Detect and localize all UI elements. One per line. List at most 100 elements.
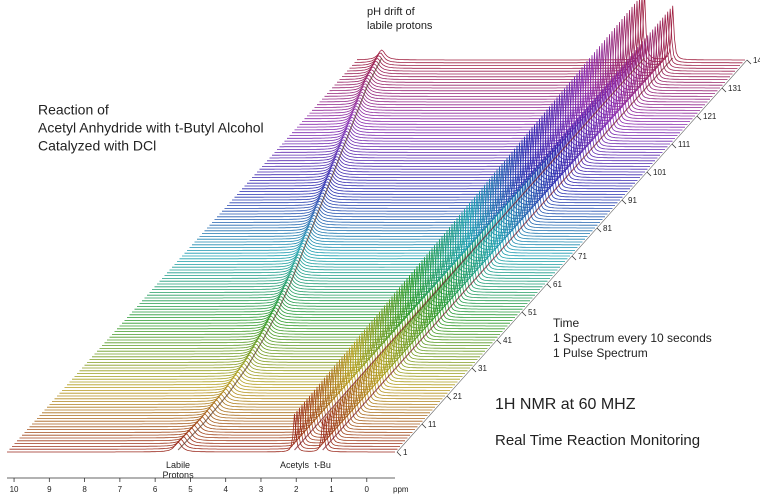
spectrum-trace bbox=[264, 103, 653, 164]
spectrum-trace bbox=[99, 302, 488, 349]
z-tick-label: 71 bbox=[578, 252, 587, 261]
spectrum-trace bbox=[127, 269, 515, 318]
z-tick-label: 141 bbox=[753, 56, 760, 65]
x-tick-label: 2 bbox=[294, 485, 299, 494]
x-tick-label: 3 bbox=[259, 485, 264, 494]
spectrum-trace bbox=[137, 257, 525, 307]
x-tick-label: 5 bbox=[188, 485, 193, 494]
spectrum-trace bbox=[142, 251, 530, 302]
spectrum-trace bbox=[227, 148, 615, 206]
spectrum-trace bbox=[347, 3, 735, 72]
spectrum-trace bbox=[57, 353, 445, 397]
traces bbox=[7, 0, 745, 453]
spectrum-trace bbox=[349, 0, 738, 69]
z-tick-label: 111 bbox=[678, 140, 691, 149]
spectrum-trace bbox=[277, 88, 665, 150]
spectrum-trace bbox=[262, 106, 650, 167]
spectrum-trace bbox=[184, 199, 573, 254]
spectrum-trace bbox=[357, 0, 745, 61]
x-tick-label: 1 bbox=[329, 485, 334, 494]
spectrum-trace bbox=[327, 27, 715, 94]
z-tick-label: 131 bbox=[728, 84, 742, 93]
spectrum-trace bbox=[109, 290, 498, 338]
spectrum-trace bbox=[54, 356, 443, 400]
spectrum-trace bbox=[87, 317, 475, 363]
spectrum-trace bbox=[331, 21, 720, 89]
spectrum-trace bbox=[107, 293, 495, 341]
spectrum-trace bbox=[257, 112, 645, 173]
spectrum-trace bbox=[297, 64, 685, 128]
x-tick-label: 8 bbox=[82, 485, 87, 494]
x-tick-label: 7 bbox=[118, 485, 123, 494]
spectrum-trace bbox=[164, 223, 553, 276]
spectrum-trace bbox=[259, 109, 648, 170]
spectrum-trace bbox=[204, 175, 593, 232]
spectrum-trace bbox=[217, 160, 605, 218]
spectrum-trace bbox=[209, 169, 598, 226]
spectrum-trace bbox=[129, 266, 518, 316]
z-tick bbox=[696, 115, 702, 121]
spectrum-trace bbox=[24, 392, 413, 433]
peak-label: Labile Protons bbox=[162, 460, 194, 480]
spectrum-trace bbox=[124, 272, 513, 321]
spectrum-trace bbox=[92, 311, 480, 358]
spectrum-trace bbox=[134, 260, 523, 310]
spectrum-trace bbox=[147, 245, 535, 296]
chart-title: Acetyl Anhydride with t-Butyl Alcohol bbox=[38, 120, 264, 136]
z-tick bbox=[471, 367, 477, 373]
spectrum-trace bbox=[37, 377, 425, 419]
spectrum-trace bbox=[312, 46, 700, 111]
spectrum-trace bbox=[167, 220, 555, 274]
spectrum-trace bbox=[307, 52, 695, 117]
spectrum-trace bbox=[64, 344, 453, 388]
spectrum-trace bbox=[112, 287, 500, 335]
spectrum-trace bbox=[122, 275, 510, 324]
z-tick-label: 31 bbox=[478, 364, 487, 373]
z-tick bbox=[521, 311, 527, 317]
z-tick bbox=[621, 199, 627, 205]
z-tick bbox=[646, 171, 652, 177]
peak-label: t-Bu bbox=[314, 460, 331, 470]
spectrum-trace bbox=[254, 115, 643, 176]
z-tick-label: 51 bbox=[528, 308, 537, 317]
x-axis-label: ppm bbox=[393, 485, 409, 494]
spectrum-trace bbox=[177, 208, 565, 262]
spectrum-trace bbox=[47, 365, 435, 408]
spectrum-trace bbox=[237, 136, 625, 195]
annotation: pH drift of bbox=[367, 6, 416, 18]
spectrum-trace bbox=[212, 166, 600, 223]
spectrum-trace bbox=[69, 338, 458, 383]
z-tick-label: 11 bbox=[428, 420, 437, 429]
spectrum-trace bbox=[9, 410, 398, 450]
spectrum-trace bbox=[182, 202, 570, 257]
x-tick-label: 0 bbox=[365, 485, 370, 494]
z-tick bbox=[421, 423, 427, 429]
z-tick bbox=[671, 143, 677, 149]
spectrum-trace bbox=[351, 0, 740, 66]
spectrum-trace bbox=[42, 371, 430, 414]
spectrum-trace bbox=[294, 67, 683, 131]
spectrum-trace bbox=[244, 127, 633, 187]
spectrum-trace bbox=[282, 82, 670, 145]
spectrum-trace bbox=[234, 139, 623, 198]
spectrum-trace bbox=[187, 196, 575, 251]
spectrum-trace bbox=[14, 404, 403, 444]
spectrum-trace bbox=[324, 31, 713, 97]
spectrum-trace bbox=[149, 242, 538, 293]
peak-ridge bbox=[294, 57, 645, 451]
z-tick bbox=[396, 451, 402, 457]
spectrum-trace bbox=[94, 308, 483, 355]
spectrum-trace bbox=[172, 214, 560, 268]
spectrum-trace bbox=[322, 34, 710, 100]
spectrum-trace bbox=[314, 43, 703, 108]
spectrum-trace bbox=[174, 211, 563, 265]
spectrum-trace bbox=[139, 254, 528, 304]
spectrum-trace bbox=[192, 190, 580, 246]
spectrum-trace bbox=[194, 187, 583, 243]
spectrum-trace bbox=[289, 73, 678, 136]
spectrum-trace bbox=[197, 184, 585, 240]
spectrum-trace bbox=[132, 263, 520, 313]
spectrum-trace bbox=[159, 229, 548, 282]
